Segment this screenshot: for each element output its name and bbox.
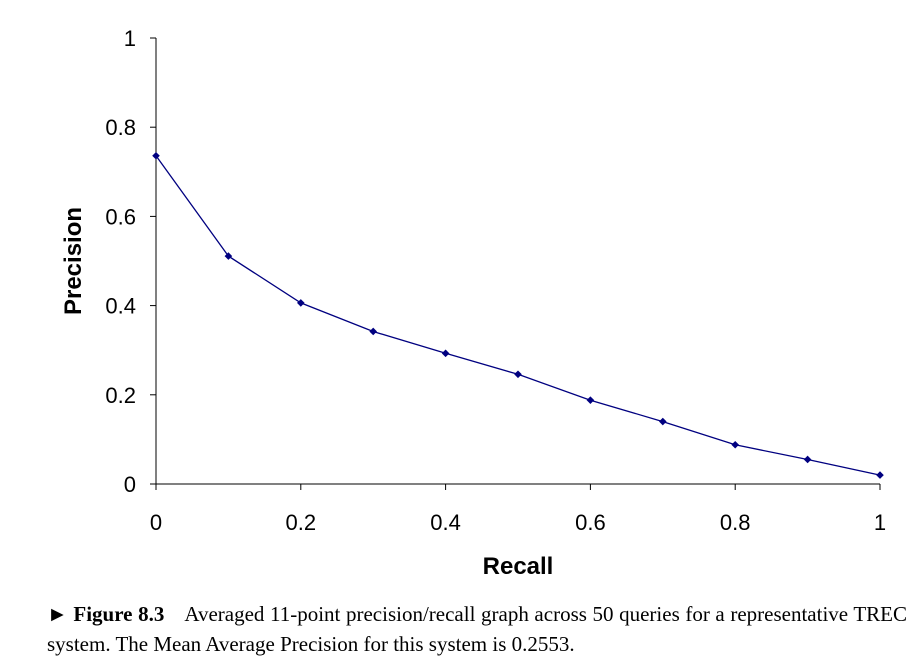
chart-axes [155,38,880,485]
axis-ticks [150,37,881,490]
series-line [155,155,881,476]
figure-caption-label: ► Figure 8.3 [47,602,165,626]
x-tick-label: 0 [150,510,162,535]
figure-caption: ► Figure 8.3 Averaged 11-point precision/… [47,599,907,659]
y-tick-label: 0.2 [105,383,136,408]
data-point-marker [731,440,739,449]
data-point-marker [369,327,377,336]
x-tick-label: 0.8 [720,510,751,535]
series-layer [152,151,884,479]
data-point-marker [152,151,160,160]
data-point-marker [659,417,667,426]
x-tick-label: 0.4 [430,510,461,535]
y-tick-label: 0 [124,472,136,497]
data-point-marker [876,471,884,479]
data-point-marker [803,455,812,464]
y-tick-label: 1 [124,26,136,51]
x-axis-title: Recall [483,553,554,580]
axis-tick-labels: 0 0.2 0.4 0.6 0.8 1 0 0.2 0.4 0.6 0.8 1 [105,26,886,535]
x-tick-label: 0.2 [286,510,317,535]
data-point-marker [514,370,522,379]
y-tick-label: 0.6 [105,204,136,229]
x-tick-label: 0.6 [575,510,606,535]
y-tick-label: 0.4 [105,294,136,319]
figure-caption-text: Averaged 11-point precision/recall graph… [47,602,907,656]
data-point-marker [297,299,305,307]
data-point-marker [441,349,450,358]
y-tick-label: 0.8 [105,115,136,140]
x-tick-label: 1 [874,510,886,535]
precision-recall-chart: 0 0.2 0.4 0.6 0.8 1 0 0.2 0.4 0.6 0.8 1 Recall Prec… [60,26,886,580]
y-axis-title: Precision [60,207,87,315]
data-point-marker [586,396,595,404]
data-point-marker [224,252,233,260]
